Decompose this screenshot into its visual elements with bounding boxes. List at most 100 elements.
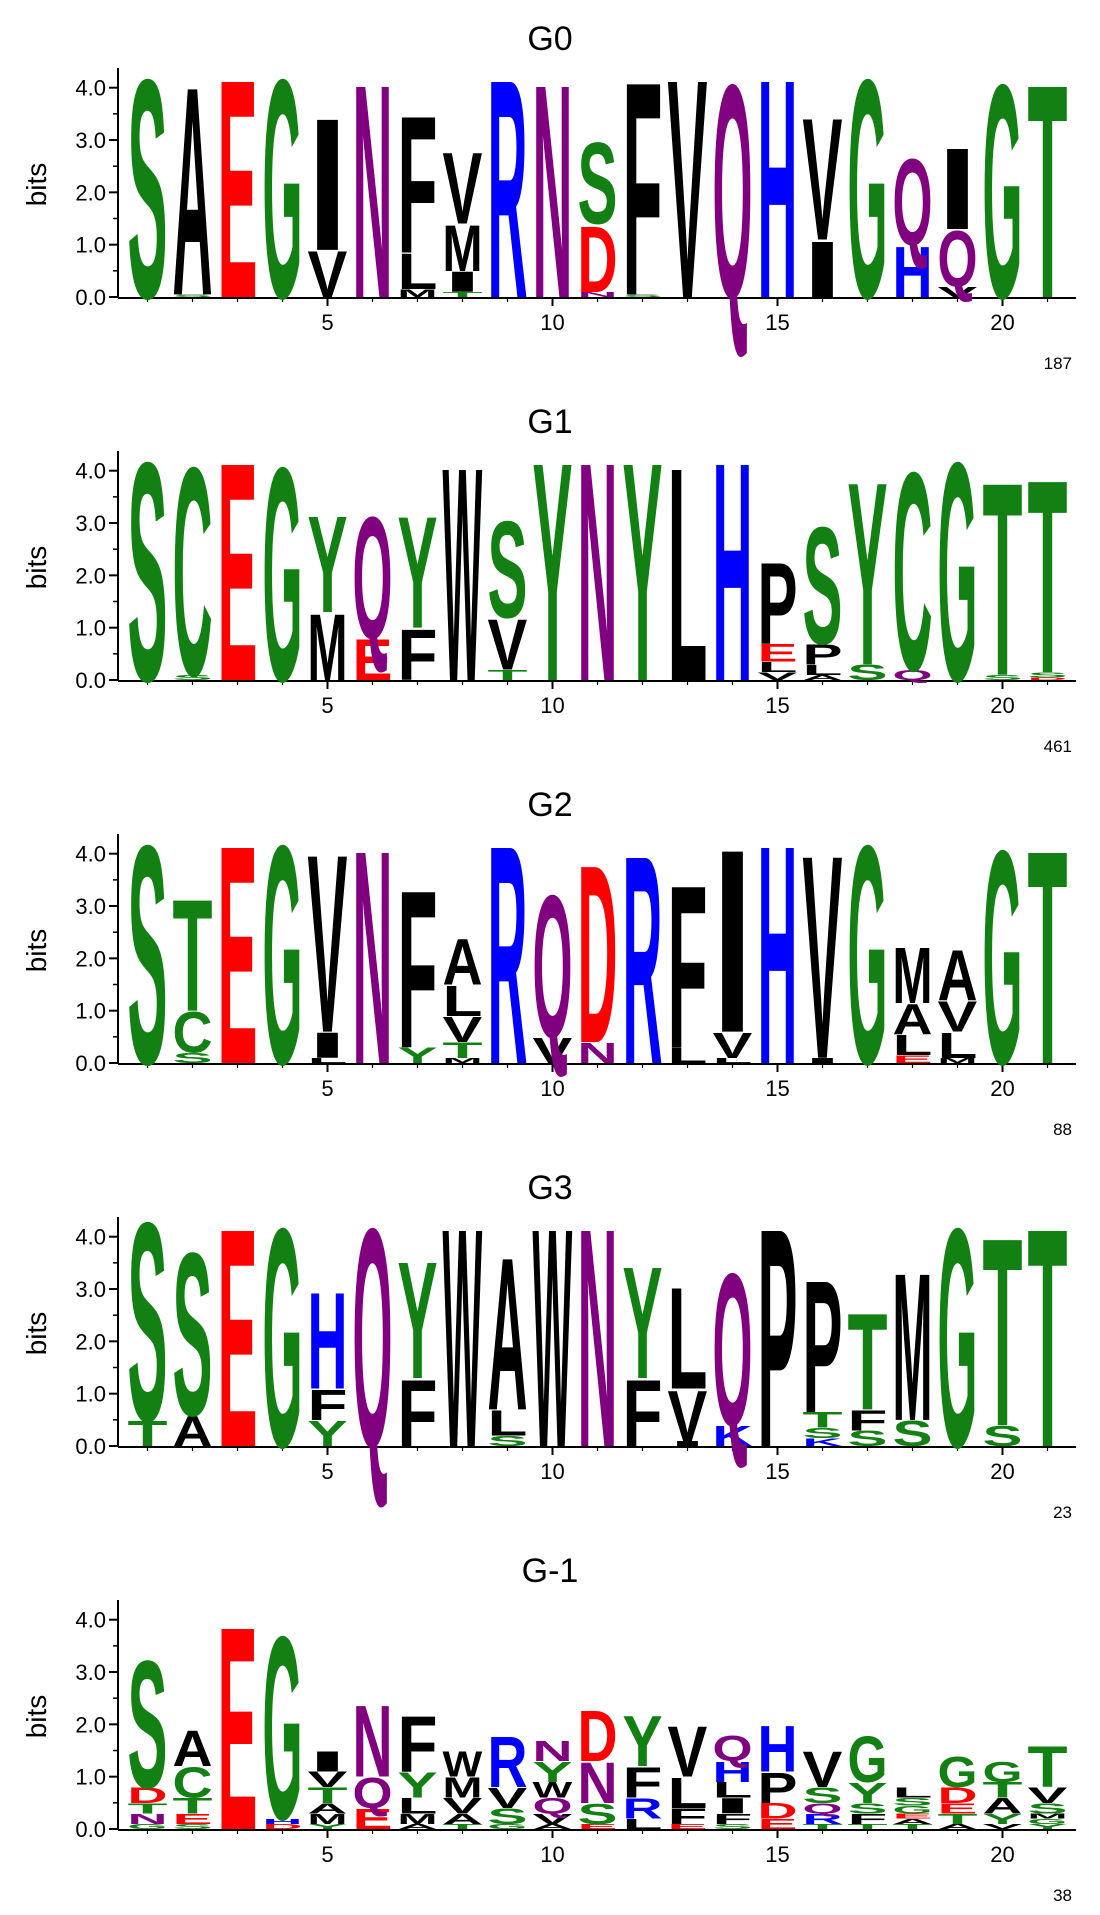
- logo-letter-Q: Q: [533, 1794, 573, 1818]
- logo-letter-E: E: [893, 1812, 933, 1820]
- logo-letter-F: F: [398, 75, 438, 294]
- logo-letter-W: W: [443, 1744, 484, 1785]
- logo-letter-H: H: [308, 1265, 348, 1419]
- x-tick-label: 15: [765, 1459, 789, 1484]
- logo-letter-N: N: [578, 1752, 618, 1817]
- logo-letter-T: T: [803, 1408, 843, 1432]
- logo-letter-G: G: [1028, 1817, 1068, 1825]
- logo-letter-P: P: [758, 538, 798, 669]
- logo-letter-R: R: [803, 1810, 843, 1827]
- panel-title: G0: [527, 20, 572, 58]
- logo-letter-L: L: [668, 1769, 708, 1818]
- logo-letter-S: S: [983, 674, 1023, 682]
- x-tick-label: 5: [321, 310, 333, 335]
- y-tick-label: 2.0: [75, 1329, 106, 1354]
- logo-letter-V: V: [758, 670, 798, 682]
- logo-letter-N: N: [578, 291, 618, 299]
- logo-letter-V: V: [443, 131, 483, 246]
- logo-letter-A: A: [938, 935, 978, 1016]
- logo-letter-S: S: [128, 780, 168, 1130]
- logo-letter-T: T: [1028, 786, 1068, 1128]
- logo-letter-S: S: [488, 1804, 528, 1829]
- logo-letter-F: F: [623, 1758, 663, 1807]
- logo-letter-I: I: [803, 1056, 843, 1064]
- logo-letter-T: T: [893, 1822, 933, 1830]
- logo-letter-S: S: [173, 1050, 213, 1066]
- logo-letter-D: D: [938, 1783, 978, 1807]
- logo-letter-T: T: [128, 1414, 168, 1454]
- logo-letter-T: T: [443, 1039, 483, 1063]
- logo-letter-H: H: [758, 14, 798, 364]
- logo-letter-F: F: [398, 1361, 438, 1467]
- y-tick-label: 4.0: [75, 459, 106, 484]
- logo-letter-D: D: [578, 1696, 618, 1777]
- logo-letter-E: E: [668, 1823, 708, 1831]
- x-tick-label: 10: [540, 693, 564, 718]
- logo-letter-A: A: [173, 26, 213, 358]
- logo-letter-P: P: [803, 1241, 843, 1453]
- logo-letter-F: F: [848, 1404, 888, 1437]
- logo-letter-M: M: [938, 1057, 978, 1065]
- logo-letter-K: K: [803, 1436, 843, 1448]
- y-axis-label: bits: [21, 929, 52, 973]
- sequence-count-label: 38: [1053, 1886, 1072, 1905]
- logo-letter-A: A: [533, 1823, 573, 1831]
- logo-letter-S: S: [173, 1204, 213, 1464]
- logo-letter-L: L: [803, 662, 843, 678]
- logo-letter-H: H: [758, 1712, 798, 1785]
- logo-letter-N: N: [578, 1163, 618, 1513]
- logo-letter-I: I: [308, 79, 348, 291]
- logo-letter-V: V: [668, 1712, 708, 1793]
- logo-letter-M: M: [893, 1231, 933, 1465]
- logo-letter-P: P: [803, 638, 843, 671]
- x-tick-label: 5: [321, 693, 333, 718]
- sequence-count-label: 461: [1044, 737, 1072, 756]
- logo-letter-L: L: [308, 1056, 348, 1064]
- x-tick-label: 20: [990, 693, 1014, 718]
- logo-letter-G: G: [848, 781, 888, 1130]
- logo-letter-Q: Q: [353, 1164, 393, 1513]
- logo-letter-S: S: [893, 1796, 933, 1808]
- logo-letter-E: E: [218, 14, 258, 364]
- logo-letter-I: I: [938, 124, 978, 254]
- logo-letter-E: E: [353, 1802, 393, 1835]
- logo-letter-S: S: [848, 660, 888, 685]
- logo-letter-I: I: [308, 1025, 348, 1066]
- logo-letter-E: E: [218, 397, 258, 747]
- logo-letter-S: S: [128, 1623, 168, 1826]
- logo-letter-G: G: [848, 1724, 888, 1796]
- logo-letter-S: S: [128, 1165, 168, 1480]
- logo-letter-V: V: [533, 1031, 573, 1071]
- logo-letter-V: V: [488, 1781, 528, 1814]
- logo-letter-M: M: [308, 594, 348, 700]
- logo-letter-Y: Y: [623, 1234, 663, 1413]
- logo-letter-F: F: [623, 1361, 663, 1467]
- logo-letter-T: T: [938, 1811, 978, 1827]
- logo-letter-S: S: [803, 492, 843, 680]
- logo-letter-T: T: [308, 1784, 348, 1808]
- logo-letter-G: G: [983, 22, 1023, 362]
- x-tick-label: 10: [540, 1076, 564, 1101]
- logo-letter-Y: Y: [398, 1226, 438, 1414]
- logo-letter-Q: Q: [713, 1228, 753, 1472]
- logo-letter-S: S: [128, 14, 168, 364]
- logo-letter-A: A: [308, 1800, 348, 1817]
- logo-letter-M: M: [443, 1772, 483, 1804]
- logo-letter-M: M: [893, 930, 933, 1020]
- logo-letter-E: E: [938, 1801, 978, 1817]
- logo-letter-L: L: [398, 1794, 438, 1818]
- logo-letter-I: I: [803, 225, 843, 314]
- logo-letter-S: S: [578, 118, 618, 249]
- logo-letter-T: T: [488, 667, 528, 683]
- logo-letter-M: M: [443, 1057, 483, 1065]
- logo-letter-Y: Y: [623, 1702, 663, 1783]
- x-tick-label: 15: [765, 1842, 789, 1867]
- logo-letter-T: T: [983, 1183, 1023, 1483]
- logo-letter-S: S: [623, 294, 663, 298]
- logo-letter-C: C: [893, 414, 933, 730]
- logo-letter-T: T: [983, 424, 1023, 734]
- x-tick-label: 5: [321, 1076, 333, 1101]
- logo-letter-V: V: [308, 239, 348, 312]
- logo-letter-V: V: [983, 1823, 1024, 1831]
